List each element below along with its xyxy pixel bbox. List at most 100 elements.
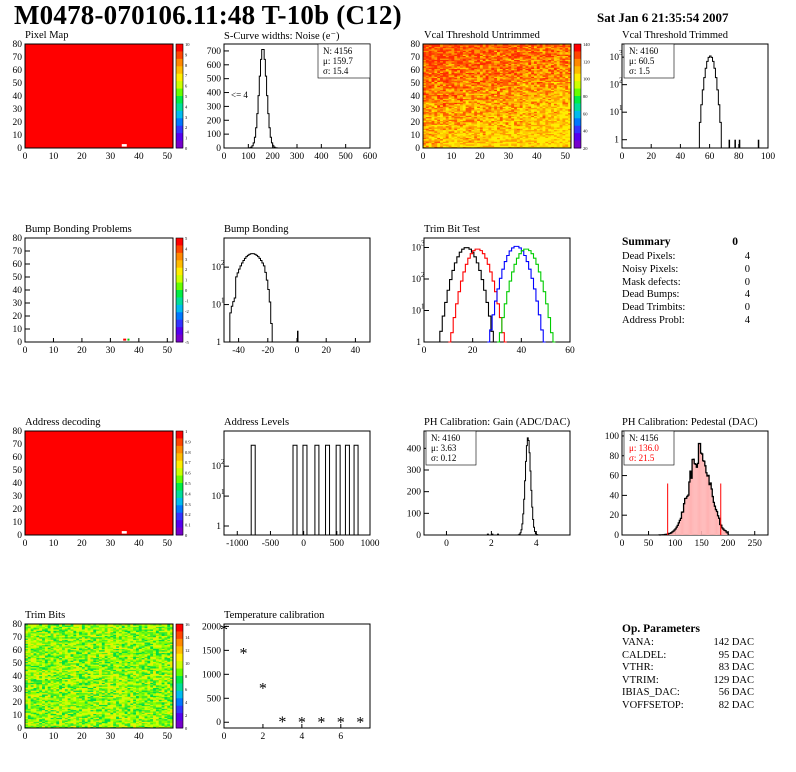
heatmap-cell (536, 119, 540, 121)
heatmap-cell (488, 64, 492, 67)
y-tick-label: 60 (13, 453, 23, 463)
heatmap-cell (457, 92, 461, 94)
heatmap-cell (428, 136, 432, 138)
heatmap-cell (468, 123, 472, 125)
heatmap-cell (457, 136, 461, 138)
heatmap-cell (528, 84, 532, 86)
heatmap-cell (27, 647, 31, 649)
heatmap-cell (462, 72, 466, 75)
heatmap-cell (528, 105, 532, 107)
heatmap-cell (508, 76, 512, 79)
heatmap-cell (479, 64, 484, 67)
heatmap-cell (548, 122, 552, 124)
heatmap-cell (482, 81, 486, 84)
heatmap-cell (562, 47, 566, 50)
heatmap-cell (536, 125, 540, 128)
heatmap-cell (482, 54, 486, 56)
heatmap-cell (30, 638, 34, 640)
heatmap-cell (522, 67, 526, 69)
heatmap-cell (531, 51, 535, 54)
heatmap-cell (488, 118, 492, 120)
heatmap-cell (539, 124, 543, 127)
heatmap-cell (516, 66, 521, 68)
heatmap-cell (482, 66, 486, 68)
heatmap-cell (485, 111, 489, 114)
heatmap-cell (485, 132, 489, 134)
y-tick-label: 10 (13, 131, 23, 141)
heatmap-cell (25, 651, 29, 653)
heatmap-cell (522, 70, 526, 72)
heatmap-cell (534, 84, 538, 86)
heatmap-cell (482, 97, 486, 99)
heatmap-cell (539, 122, 543, 124)
heatmap-cell (477, 88, 481, 90)
heatmap-cell (556, 73, 560, 76)
heatmap-cell (545, 115, 549, 118)
heatmap-cell (30, 630, 34, 633)
heatmap-cell (539, 62, 543, 64)
heatmap-cell (451, 114, 455, 116)
heatmap-cell (423, 72, 427, 75)
heatmap-cell (454, 105, 458, 107)
heatmap-cell (519, 115, 523, 118)
heatmap-cell (440, 46, 444, 49)
histogram-outlier (757, 139, 760, 148)
y-tick-label: 60 (13, 260, 23, 270)
heatmap-cell (460, 51, 464, 54)
heatmap-cell (465, 64, 469, 67)
heatmap-cell (468, 64, 472, 67)
heatmap-cell (568, 49, 572, 51)
heatmap-cell (522, 129, 526, 132)
heatmap-cell (497, 47, 501, 50)
y-tick-label: 0 (17, 338, 22, 348)
histogram-fill (689, 471, 692, 535)
heatmap-cell (565, 80, 569, 82)
heatmap-cell (423, 97, 427, 99)
heatmap-cells (423, 44, 572, 149)
heatmap-cell (499, 58, 503, 60)
heatmap-cell (488, 53, 492, 55)
palette-frame (175, 237, 184, 343)
heatmap-cell (499, 115, 503, 118)
heatmap-cell (502, 81, 506, 84)
heatmap-cell (428, 45, 432, 47)
palette-tick-label: 1 (185, 278, 187, 283)
heatmap-cell (440, 51, 444, 54)
heatmap-cell (562, 46, 566, 49)
heatmap-cell (477, 102, 481, 105)
heatmap-cell (440, 71, 444, 73)
y-tick-label: 400 (407, 444, 422, 454)
heatmap-cell (556, 57, 560, 59)
heatmap-cell (497, 135, 501, 137)
heatmap-cell (440, 79, 444, 81)
heatmap-cell (423, 101, 427, 103)
heatmap-cell (531, 64, 535, 67)
heatmap-cell (551, 140, 555, 142)
stats-line: N: 4156 (629, 433, 659, 443)
heatmap-cell (539, 114, 543, 116)
heatmap-cell (428, 118, 432, 120)
heatmap-cell (460, 68, 464, 71)
heatmap-cell (482, 96, 486, 98)
heatmap-cell (568, 84, 572, 86)
heatmap-cell (465, 57, 469, 59)
heatmap-cell (536, 107, 540, 110)
heatmap-cell (559, 114, 563, 116)
heatmap-cell (482, 98, 486, 101)
histogram (698, 55, 722, 148)
heatmap-cell (440, 118, 444, 120)
heatmap-cell (474, 54, 478, 56)
heatmap-cell (536, 44, 540, 46)
heatmap-cell (519, 99, 523, 102)
heatmap-cell (477, 103, 481, 106)
heatmap-cell (562, 99, 566, 102)
heatmap-cell (528, 85, 532, 88)
heatmap-cell (25, 686, 29, 688)
heatmap-cell (468, 122, 472, 124)
heatmap-cell (440, 75, 444, 77)
heatmap-cell (531, 88, 535, 90)
heatmap-cell (457, 77, 461, 80)
heatmap-cell (525, 70, 529, 72)
heatmap-cell (497, 136, 501, 138)
heatmap-cell (27, 657, 31, 660)
